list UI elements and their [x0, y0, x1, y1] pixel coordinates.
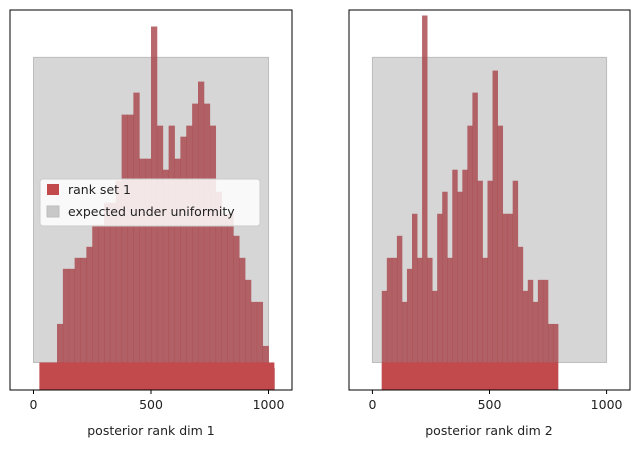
histogram-bar: [186, 125, 193, 391]
legend-swatch-uniformity: [46, 205, 60, 218]
histogram-bar: [92, 224, 99, 390]
histogram-bar: [215, 191, 222, 390]
histogram-bar: [227, 213, 234, 390]
histogram-bar: [239, 257, 246, 390]
histogram-bar: [139, 158, 146, 390]
histogram-bar: [115, 180, 123, 390]
histogram-bar: [233, 235, 240, 390]
histogram-bar: [145, 158, 152, 390]
histogram-bar: [411, 213, 418, 390]
histogram-bar: [457, 191, 463, 390]
histogram-bar: [442, 191, 448, 390]
histogram-bar: [391, 257, 398, 390]
histogram-bar: [406, 268, 413, 390]
histogram-bar: [447, 257, 453, 390]
histogram-bar: [542, 279, 549, 390]
histogram-bar: [422, 15, 428, 391]
histogram-bar: [522, 290, 529, 390]
histogram-bar: [162, 169, 170, 390]
legend-label-rank-set: rank set 1: [68, 182, 131, 197]
histogram-bar: [104, 202, 111, 390]
x-tick-label: 500: [478, 397, 502, 412]
histogram-bar: [57, 323, 64, 390]
histogram-bar: [109, 202, 117, 390]
histogram-bar: [86, 246, 93, 390]
histogram-bar: [467, 125, 473, 391]
x-axis-label-dim-2: posterior rank dim 2: [425, 423, 553, 438]
bottom-band: [39, 362, 275, 390]
x-tick-label: 1000: [591, 397, 623, 412]
legend-label-uniformity: expected under uniformity: [68, 204, 235, 219]
histogram-bar: [174, 158, 181, 390]
histogram-bar: [396, 235, 403, 390]
histogram-bar: [192, 103, 199, 390]
histogram-bar: [517, 246, 524, 390]
histogram-bar: [502, 213, 509, 390]
x-tick-label: 1000: [253, 397, 285, 412]
histogram-bar: [98, 224, 105, 390]
histogram-bar: [532, 301, 539, 390]
histogram-bar: [417, 257, 423, 390]
x-axis-label-dim-1: posterior rank dim 1: [87, 423, 215, 438]
x-tick-label: 0: [368, 397, 376, 412]
x-tick-label: 500: [139, 397, 163, 412]
histogram-bar: [452, 169, 458, 390]
histogram-bar: [156, 125, 164, 391]
histogram-bar: [62, 268, 70, 390]
x-tick-label: 0: [30, 397, 38, 412]
histogram-bar: [209, 125, 217, 391]
histogram-bar: [432, 290, 438, 390]
histogram-bar: [512, 180, 519, 390]
bottom-band: [381, 362, 558, 390]
histogram-bar: [68, 268, 76, 390]
histogram-bar: [250, 301, 258, 390]
histogram-bar: [386, 257, 393, 390]
histogram-bar: [507, 213, 514, 390]
histogram-bar: [256, 301, 264, 390]
histogram-bar: [427, 257, 433, 390]
histogram-bar: [381, 290, 388, 390]
histogram-bar: [492, 70, 498, 390]
legend: rank set 1 expected under uniformity: [39, 178, 261, 227]
histogram-bar: [133, 92, 140, 390]
chart-panel-dim-2: 0 500 1000: [348, 9, 631, 412]
histogram-bar: [462, 169, 468, 390]
histogram-bar: [537, 279, 544, 390]
histogram-bar: [527, 279, 534, 390]
histogram-bar: [482, 257, 488, 390]
histogram-bar: [477, 180, 483, 390]
histogram-bar: [472, 92, 478, 390]
histogram-bar: [127, 114, 134, 390]
histogram-bar: [552, 323, 559, 390]
histogram-bar: [245, 279, 252, 390]
histogram-bar: [401, 301, 408, 390]
histogram-bar: [437, 213, 443, 390]
histogram-bar: [80, 257, 87, 390]
histogram-bar: [198, 81, 205, 390]
histogram-bar: [221, 213, 228, 390]
legend-swatch-rank-set: [47, 184, 59, 195]
histogram-bar: [547, 323, 554, 390]
histogram-bar: [121, 114, 128, 390]
legend-frame: [39, 178, 261, 227]
histogram-bar: [168, 125, 175, 391]
histogram-bar: [180, 136, 187, 390]
histogram-bar: [497, 125, 504, 391]
histogram-bar: [74, 257, 81, 390]
histogram-bar: [487, 180, 493, 390]
histogram-bar: [203, 103, 211, 390]
